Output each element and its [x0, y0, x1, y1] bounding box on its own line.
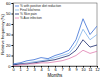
x-axis-title: Months [48, 73, 64, 78]
y-tick: 40 [6, 22, 13, 27]
x-tick-label: 10 [81, 67, 86, 72]
y-tick-label: 0 [8, 64, 11, 69]
y-tick: 0 [8, 64, 13, 69]
x-tick: 7 [61, 66, 64, 72]
x-tick: 4 [40, 66, 43, 72]
series-line [13, 29, 97, 65]
y-tick-mark [12, 35, 14, 36]
x-tick-label: 9 [75, 67, 78, 72]
x-tick: 9 [75, 66, 78, 72]
y-tick-mark [12, 3, 14, 4]
legend-swatch [15, 14, 19, 15]
y-tick: 20 [6, 43, 13, 48]
x-tick-label: 2 [26, 67, 29, 72]
y-tick: 30 [6, 32, 13, 37]
y-tick: 60 [6, 1, 13, 6]
y-tick-label: 20 [6, 43, 11, 48]
y-axis-line [12, 4, 14, 67]
x-tick: 1 [19, 66, 22, 72]
x-tick-label: 5 [47, 67, 50, 72]
legend-label: % Aux infection [20, 16, 42, 20]
x-tick: 6 [54, 66, 57, 72]
y-tick-mark [12, 45, 14, 46]
plot-frame [13, 3, 97, 66]
x-axis: 0123456789101112 [12, 66, 100, 72]
x-tick-label: 11 [88, 67, 93, 72]
y-tick: 10 [6, 53, 13, 58]
legend-swatch [15, 10, 19, 11]
plot-area [13, 19, 97, 66]
x-tick-label: 6 [54, 67, 57, 72]
x-tick-label: 7 [61, 67, 64, 72]
x-tick: 8 [68, 66, 71, 72]
y-axis: 0 10 20 30 40 50 60 [6, 1, 13, 69]
y-tick-label: 40 [6, 22, 11, 27]
y-tick-mark [12, 24, 14, 25]
x-tick-label: 12 [95, 67, 100, 72]
y-tick: 50 [6, 11, 13, 16]
x-tick: 12 [95, 66, 100, 72]
y-tick-mark [12, 14, 14, 15]
chart: 01234567891011120102030405060MonthsRelat… [0, 0, 100, 79]
x-tick-label: 4 [40, 67, 43, 72]
x-tick: 2 [26, 66, 29, 72]
y-tick-mark [12, 56, 14, 57]
y-tick-label: 30 [6, 32, 11, 37]
y-tick-mark [12, 66, 14, 67]
x-tick: 5 [47, 66, 50, 72]
x-tick: 3 [33, 66, 36, 72]
legend: % with positive diet reductionFinal kilo… [15, 4, 61, 20]
legend-swatch [15, 6, 19, 7]
legend-swatch [15, 18, 19, 19]
y-tick-label: 10 [6, 53, 11, 58]
y-axis-title: Relative frequency (%) [0, 14, 5, 55]
x-tick-label: 0 [12, 67, 15, 72]
x-tick-label: 8 [68, 67, 71, 72]
x-tick: 10 [81, 66, 86, 72]
x-tick-label: 3 [33, 67, 36, 72]
series-line [13, 50, 97, 66]
x-tick-label: 1 [19, 67, 22, 72]
y-tick-label: 50 [6, 11, 11, 16]
series-line [13, 40, 97, 65]
x-tick: 11 [88, 66, 93, 72]
x-tick: 0 [12, 66, 15, 72]
y-tick-label: 60 [6, 1, 11, 6]
